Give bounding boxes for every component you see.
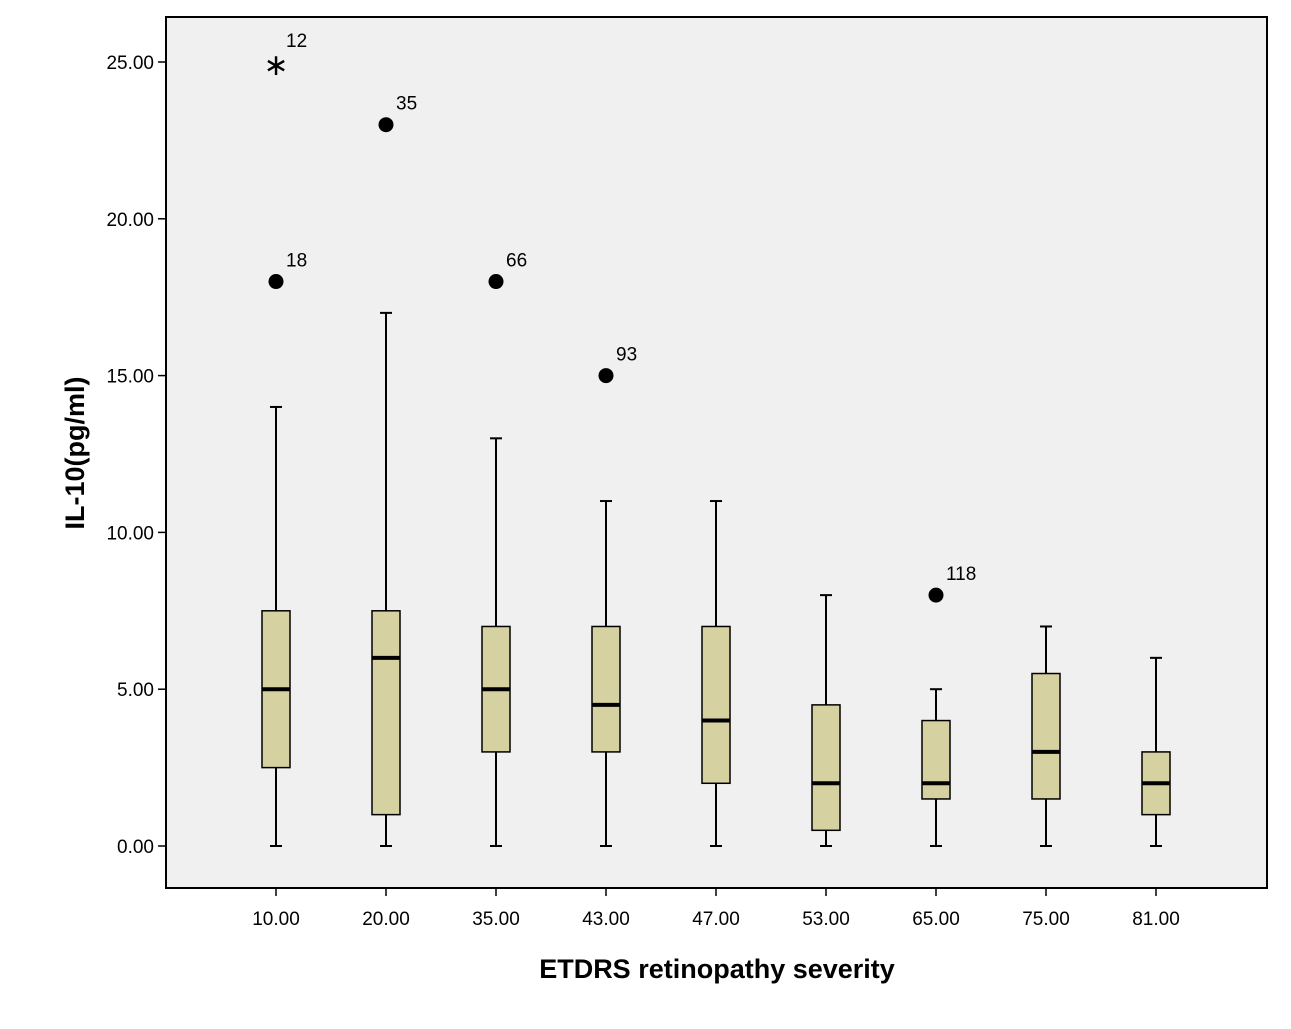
x-axis: 10.00 20.00 35.00 43.00 47.00 53.00 65.00 75.00… [252,888,1180,930]
outlier-point [268,274,284,290]
y-axis: 0.00 5.00 10.00 15.00 20.00 25.00 [106,53,166,858]
box-group [261,405,291,847]
x-axis-title: ETDRS retinopathy severity [539,954,895,984]
outlier-label: 18 [286,251,307,272]
box-group [591,500,621,847]
x-tick-label: 65.00 [912,909,960,930]
box-group [1141,656,1171,847]
x-tick-label: 75.00 [1022,909,1070,930]
outlier-label: 118 [946,564,976,585]
x-tick-label: 53.00 [802,909,850,930]
y-tick-label: 20.00 [106,210,154,231]
outlier-label: 12 [286,31,307,52]
x-tick-label: 10.00 [252,909,300,930]
outlier-label: 66 [506,251,527,272]
iqr-box [701,625,731,785]
iqr-box [921,719,951,800]
iqr-box [371,610,401,816]
y-axis-title: IL-10(pg/ml) [60,377,90,530]
outlier-point [378,117,394,133]
outlier-label: 35 [396,94,417,115]
box-group [481,437,511,847]
y-tick-label: 10.00 [106,523,154,544]
y-tick-label: 25.00 [106,53,154,74]
box-group [1031,625,1061,847]
x-tick-label: 35.00 [472,909,520,930]
iqr-box [811,704,841,832]
y-tick-label: 0.00 [117,837,154,858]
box-group [811,594,841,847]
box-group [701,500,731,847]
y-tick-label: 5.00 [117,680,154,701]
box-group [921,688,951,847]
outlier-point [598,368,614,384]
x-tick-label: 43.00 [582,909,630,930]
iqr-box [591,625,621,753]
outlier-point [488,274,504,290]
x-tick-label: 20.00 [362,909,410,930]
y-tick-label: 15.00 [106,367,154,388]
outlier-label: 93 [616,345,637,366]
box-group [371,311,401,847]
x-tick-label: 47.00 [692,909,740,930]
outlier-series: ∗12 18 35 66 93 118 [263,31,976,603]
iqr-box [1031,672,1061,800]
outlier-point [928,587,944,603]
box-series [261,311,1171,847]
x-tick-label: 81.00 [1132,909,1180,930]
extreme-outlier-star: ∗ [263,48,288,83]
